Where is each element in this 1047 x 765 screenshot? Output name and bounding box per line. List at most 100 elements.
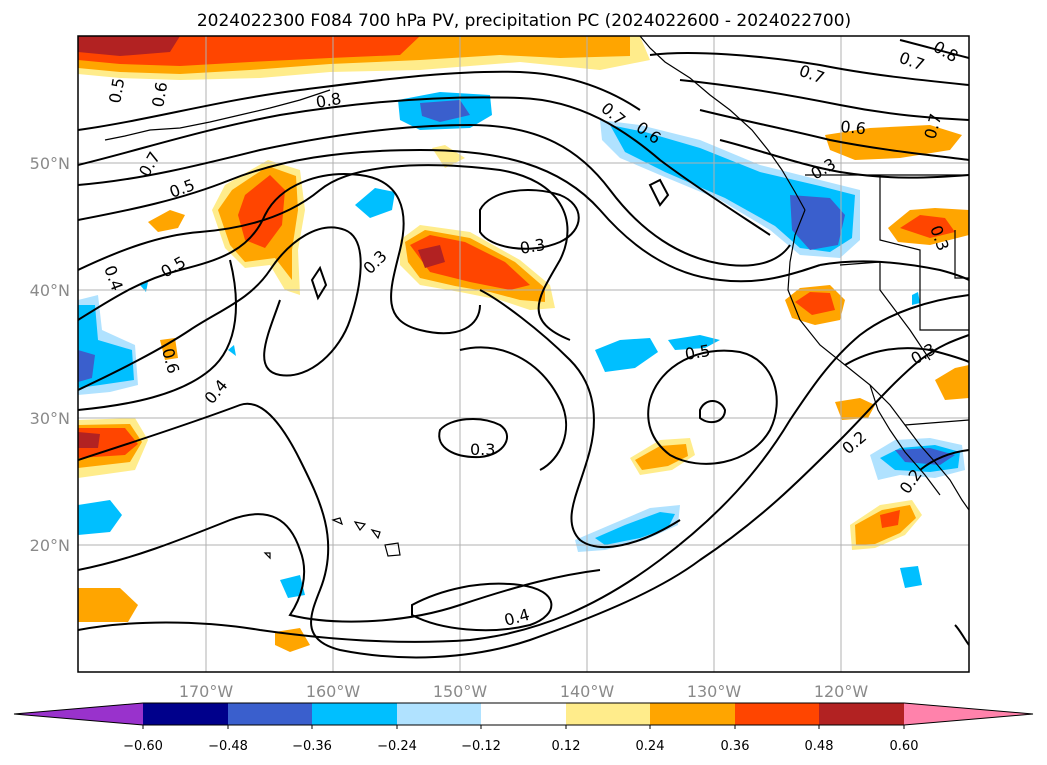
pv-contour-e [78, 226, 362, 391]
precip-negative-baja-blue [895, 448, 955, 465]
precip-positive-north-band-darkred [78, 36, 180, 56]
precip-positive-right-b-red [900, 215, 955, 238]
colorbar-segment [228, 703, 312, 725]
pv-contour-aleutian-a [78, 70, 641, 131]
precip-positive-mid-d-core [635, 444, 688, 470]
coast-baja [869, 384, 941, 496]
coast-small-island [263, 552, 271, 560]
lat-tick-label: 40°N [30, 281, 70, 300]
colorbar-tick-label: −0.36 [292, 739, 332, 754]
pv-contour-f [78, 259, 237, 411]
pv-contour-g [78, 334, 969, 659]
coast-aleutians [104, 89, 331, 141]
colorbar-tick-label: 0.60 [890, 739, 919, 754]
colorbar-segment [397, 703, 481, 725]
pv-contour-s [919, 449, 969, 471]
coast-hawaii-a [331, 517, 343, 526]
coastlines [104, 36, 969, 560]
precip-positive-right-a [825, 125, 962, 160]
pv-contour-b [78, 148, 821, 283]
pv-contour-n [719, 139, 969, 179]
colorbar-tick-label: 0.12 [552, 739, 581, 754]
pv-contour-k [649, 52, 969, 86]
pv-contour-closed-g [648, 178, 670, 207]
precip-positive-right-d [935, 365, 969, 400]
pv-contour-j [479, 289, 681, 548]
colorbar-tick-label: −0.12 [461, 739, 501, 754]
pv-contour-r [899, 39, 969, 59]
precip-positive-left-b-darkred [78, 432, 100, 448]
colorbar-segment [143, 703, 228, 725]
lon-tick-label: 120°W [814, 682, 869, 701]
precip-negative-small-g [228, 345, 236, 356]
colorbar-upper-extend [904, 703, 1033, 725]
pv-contour-i [78, 294, 969, 643]
lat-tick-labels: 50°N 40°N 30°N 20°N [30, 154, 70, 555]
pv-contour-h [78, 513, 601, 623]
colorbar: −0.60 −0.48 −0.36 −0.24 −0.12 0.12 0.24 … [13, 702, 1034, 754]
precip-blob-small-a [148, 210, 185, 232]
precip-negative-small-i [912, 292, 920, 305]
coast-alaska [639, 36, 806, 211]
lat-tick-label: 50°N [30, 154, 70, 173]
precip-negative-left-edge-blue [78, 350, 95, 382]
lon-tick-label: 140°W [560, 682, 615, 701]
colorbar-segment [312, 703, 397, 725]
coast-hawaii-c [370, 529, 381, 540]
pv-contour-closed-e [411, 582, 553, 632]
precip-negative-mid-c-core [595, 512, 675, 545]
map-content: 0.5 0.6 0.8 0.7 0.5 0.4 0.5 0.6 0.4 0.3 … [78, 36, 969, 672]
precip-negative-mid-b [668, 335, 720, 350]
precip-negative-small-a [355, 188, 395, 218]
precip-negative-mid-a [595, 338, 658, 372]
pv-contour-closed-a [479, 189, 580, 250]
pv-contour-o [819, 260, 969, 281]
colorbar-tick-label: −0.48 [208, 739, 248, 754]
colorbar-tick-label: −0.24 [377, 739, 417, 754]
lon-tick-labels: 170°W 160°W 150°W 140°W 130°W 120°W [179, 682, 869, 701]
contour-label: 0.5 [683, 341, 711, 364]
pv-contour-p [844, 347, 969, 366]
precip-positive-coast-a-red [795, 292, 835, 315]
contour-label: 0.3 [470, 440, 495, 459]
precip-positive-left-d [78, 588, 138, 622]
pv-contours [78, 39, 969, 659]
contour-label: 0.6 [840, 117, 867, 138]
lon-tick-label: 130°W [687, 682, 742, 701]
colorbar-tick-label: 0.36 [721, 739, 750, 754]
colorbar-lower-extend [14, 703, 143, 725]
precip-shading [78, 36, 969, 652]
precip-negative-left-c [78, 500, 122, 535]
border-states-b [839, 261, 931, 361]
precip-negative-small-d [900, 566, 922, 588]
pv-contour-a [78, 123, 791, 267]
border-states-a [879, 175, 969, 331]
coast-hawaii-d [384, 542, 401, 557]
lon-tick-label: 170°W [179, 682, 234, 701]
pv-contour-c [78, 164, 571, 341]
lat-tick-label: 20°N [30, 536, 70, 555]
contour-label: 0.3 [518, 235, 546, 258]
colorbar-tick-label: 0.24 [636, 739, 665, 754]
colorbar-segment [650, 703, 735, 725]
pv-contour-closed-c [699, 400, 727, 424]
pv-contour-d [78, 173, 481, 335]
colorbar-segment [566, 703, 650, 725]
precip-blob-central-darkred [418, 245, 445, 268]
contour-label: 0.6 [148, 80, 171, 108]
colorbar-tick-label: −0.60 [123, 739, 163, 754]
lon-tick-label: 160°W [306, 682, 361, 701]
precip-positive-small-c [160, 338, 178, 360]
gridlines [78, 36, 969, 672]
precip-negative-gulf-core [420, 100, 470, 122]
pv-contour-aleutian-b [78, 96, 771, 236]
contour-label: 0.8 [314, 89, 342, 112]
pv-contour-q [954, 624, 969, 646]
colorbar-tick-label: 0.48 [805, 739, 834, 754]
map-frame [77, 35, 970, 673]
contour-label: 0.5 [105, 76, 128, 104]
map-title: 2024022300 F084 700 hPa PV, precipitatio… [197, 11, 851, 31]
pv-contour-l [679, 79, 969, 121]
pv-contour-closed-d [438, 418, 509, 459]
